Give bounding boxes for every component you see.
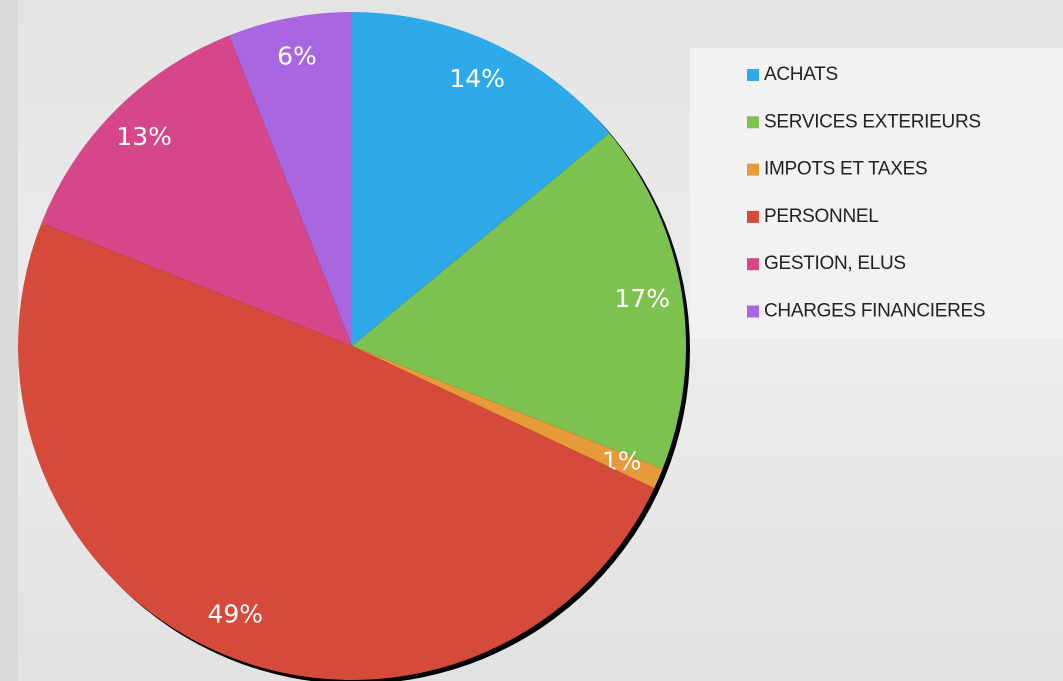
pie: 14%17%1%49%13%6% xyxy=(18,11,690,681)
pie-slice xyxy=(18,223,655,680)
legend-label: ACHATS xyxy=(764,64,838,85)
slice-label: 13% xyxy=(116,122,172,151)
legend-swatch xyxy=(747,69,759,81)
legend-label: CHARGES FINANCIERES xyxy=(764,301,985,322)
legend-label: IMPOTS ET TAXES xyxy=(764,159,927,180)
legend-panel xyxy=(690,48,1063,338)
slice-label: 49% xyxy=(207,600,263,629)
legend-swatch xyxy=(747,163,759,176)
pie-slice xyxy=(41,35,353,347)
legend-swatch xyxy=(747,305,759,318)
slice-label: 14% xyxy=(449,64,505,93)
legend-swatch xyxy=(747,210,759,223)
pie-slice xyxy=(352,133,686,469)
pie-slice xyxy=(352,346,663,489)
slice-label: 6% xyxy=(277,41,317,70)
legend-label: PERSONNEL xyxy=(764,206,879,227)
legend-swatch xyxy=(747,258,759,271)
pie-slice xyxy=(229,11,352,346)
side-strip xyxy=(0,0,18,681)
legend-swatch xyxy=(747,116,759,129)
legend-label: SERVICES EXTERIEURS xyxy=(764,111,981,132)
pie-slice xyxy=(352,12,610,346)
slice-label: 17% xyxy=(615,284,671,313)
legend: ACHATS SERVICES EXTERIEURS IMPOTS ET TAXES… xyxy=(747,64,986,322)
legend-label: GESTION, ELUS xyxy=(764,253,906,274)
